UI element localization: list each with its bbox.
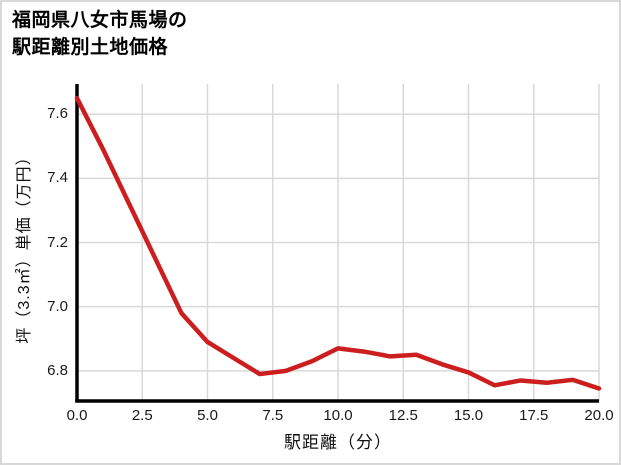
y-tick-label: 6.8 [47, 361, 68, 379]
x-tick-label: 15.0 [453, 407, 484, 424]
y-tick-label: 7.6 [47, 105, 68, 123]
chart-title-line2: 駅距離別土地価格 [12, 37, 169, 58]
x-tick-label: 17.5 [519, 407, 549, 424]
x-axis-title: 駅距離（分） [284, 433, 392, 452]
chart-title-line1: 福岡県八女市馬場の [12, 10, 188, 31]
x-tick-label: 10.0 [323, 407, 353, 424]
y-axis-title: 坪（3.3㎡）単価（万円） [16, 148, 33, 344]
y-tick-label: 7.4 [47, 169, 68, 187]
chart-title: 福岡県八女市馬場の 駅距離別土地価格 [12, 7, 188, 61]
y-tick-label: 7.0 [47, 297, 68, 315]
price-line-series [74, 95, 602, 391]
x-tick-label: 5.0 [197, 407, 218, 424]
x-tick-label: 2.5 [131, 407, 153, 424]
y-tick-label: 7.2 [47, 233, 68, 251]
x-tick-label: 0.0 [66, 407, 88, 424]
x-tick-label: 12.5 [388, 407, 418, 424]
x-tick-label: 20.0 [584, 407, 614, 424]
x-tick-label: 7.5 [262, 407, 284, 424]
